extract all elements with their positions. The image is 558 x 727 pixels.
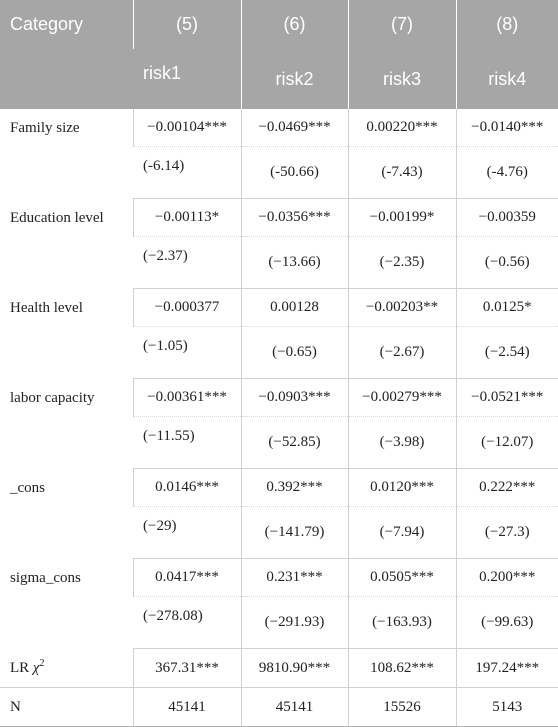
dependent-var-risk4: risk4 (455, 49, 558, 109)
table-row: LR χ2 367.31*** 9810.90*** 108.62*** 197… (0, 648, 558, 688)
coef-cell: 0.0146*** (132, 468, 241, 507)
coef-cell: −0.00361*** (132, 378, 241, 417)
coef-cell: −0.0903*** (240, 378, 348, 417)
row-label: Health level (10, 299, 83, 316)
tstat-cell: (−29) (133, 506, 241, 559)
coef-cell: 0.0125* (455, 288, 558, 327)
n-label: N (0, 687, 133, 727)
n-value-cell: 45141 (240, 687, 348, 727)
tstat-cell: (−163.93) (347, 596, 456, 649)
table-row: Family size −0.00104*** −0.0469*** 0.002… (0, 109, 558, 147)
tstat-cell: (-7.43) (347, 146, 456, 199)
tstat-cell: (−52.85) (240, 416, 348, 469)
lr-value-cell: 9810.90*** (240, 648, 348, 688)
tstat-cell: (−2.37) (133, 236, 241, 289)
tstat-cell: (−1.05) (133, 326, 241, 379)
tstat-cell: (−291.93) (240, 596, 348, 649)
model-number-5: (5) (132, 0, 241, 49)
coef-cell: −0.000377 (132, 288, 241, 327)
dependent-var-risk2: risk2 (240, 49, 348, 109)
coef-cell: −0.00104*** (132, 109, 241, 147)
table-row: (−2.37) (−13.66) (−2.35) (−0.56) (0, 236, 558, 289)
coef-cell: 0.392*** (240, 468, 348, 507)
lr-label-prefix: LR (10, 660, 33, 677)
tstat-cell: (−2.67) (347, 326, 456, 379)
coef-cell: 0.0120*** (347, 468, 456, 507)
row-label: _cons (10, 479, 45, 496)
tstat-cell: (−13.66) (240, 236, 348, 289)
table-row: (−11.55) (−52.85) (−3.98) (−12.07) (0, 416, 558, 469)
table-header: Category (5) (6) (7) (8) risk1 risk2 ris… (0, 0, 558, 109)
coef-cell: −0.0521*** (455, 378, 558, 417)
table-body: Family size −0.00104*** −0.0469*** 0.002… (0, 109, 558, 727)
coef-cell: −0.0140*** (455, 109, 558, 147)
tstat-cell: (−278.08) (133, 596, 241, 649)
table-row: (-6.14) (-50.66) (-7.43) (-4.76) (0, 146, 558, 199)
table-row: N 45141 45141 15526 5143 (0, 687, 558, 727)
dependent-var-risk1: risk1 (133, 49, 241, 109)
table-row: labor capacity −0.00361*** −0.0903*** −0… (0, 378, 558, 417)
lr-chi2-label: LR χ2 (0, 648, 133, 688)
coef-cell: −0.0469*** (240, 109, 348, 147)
category-header: Category (0, 0, 133, 109)
coef-cell: −0.00113* (132, 198, 241, 237)
table-row: (−29) (−141.79) (−7.94) (−27.3) (0, 506, 558, 559)
coef-cell: 0.00220*** (347, 109, 456, 147)
tstat-cell: (-4.76) (455, 146, 558, 199)
lr-value-cell: 108.62*** (347, 648, 456, 688)
dependent-var-risk3: risk3 (347, 49, 456, 109)
coef-cell: −0.00359 (455, 198, 558, 237)
coef-cell: 0.231*** (240, 558, 348, 597)
coef-cell: 0.200*** (455, 558, 558, 597)
table-row: (−1.05) (−0.65) (−2.67) (−2.54) (0, 326, 558, 379)
lr-value-cell: 197.24*** (455, 648, 558, 688)
lr-value-cell: 367.31*** (132, 648, 241, 688)
tstat-cell: (−11.55) (133, 416, 241, 469)
table-row: Health level −0.000377 0.00128 −0.00203*… (0, 288, 558, 327)
row-label: sigma_cons (10, 569, 81, 586)
coef-cell: 0.222*** (455, 468, 558, 507)
coef-cell: −0.00279*** (347, 378, 456, 417)
tstat-cell: (−12.07) (455, 416, 558, 469)
coef-cell: 0.0417*** (132, 558, 241, 597)
tstat-cell: (−2.35) (347, 236, 456, 289)
tstat-cell: (−0.56) (455, 236, 558, 289)
n-value-cell: 5143 (455, 687, 558, 727)
row-label: Family size (10, 120, 80, 136)
coef-cell: −0.00203** (347, 288, 456, 327)
model-number-6: (6) (240, 0, 348, 49)
tstat-cell: (−3.98) (347, 416, 456, 469)
row-label: Education level (10, 209, 104, 226)
row-label: labor capacity (10, 389, 95, 406)
tstat-cell: (-50.66) (240, 146, 348, 199)
tstat-cell: (-6.14) (133, 146, 241, 199)
table-row: sigma_cons 0.0417*** 0.231*** 0.0505*** … (0, 558, 558, 597)
n-value-cell: 45141 (132, 687, 241, 727)
chi-superscript: 2 (39, 658, 45, 670)
table-row: Education level −0.00113* −0.0356*** −0.… (0, 198, 558, 237)
model-number-7: (7) (347, 0, 456, 49)
table-row: _cons 0.0146*** 0.392*** 0.0120*** 0.222… (0, 468, 558, 507)
tstat-cell: (−99.63) (455, 596, 558, 649)
coef-cell: 0.00128 (240, 288, 348, 327)
model-number-8: (8) (455, 0, 558, 49)
coef-cell: −0.0356*** (240, 198, 348, 237)
tstat-cell: (−7.94) (347, 506, 456, 559)
chi-symbol: χ (32, 660, 40, 677)
coef-cell: 0.0505*** (347, 558, 456, 597)
coef-cell: −0.00199* (347, 198, 456, 237)
tstat-cell: (−27.3) (455, 506, 558, 559)
tstat-cell: (−2.54) (455, 326, 558, 379)
n-value-cell: 15526 (347, 687, 456, 727)
tstat-cell: (−0.65) (240, 326, 348, 379)
tstat-cell: (−141.79) (240, 506, 348, 559)
